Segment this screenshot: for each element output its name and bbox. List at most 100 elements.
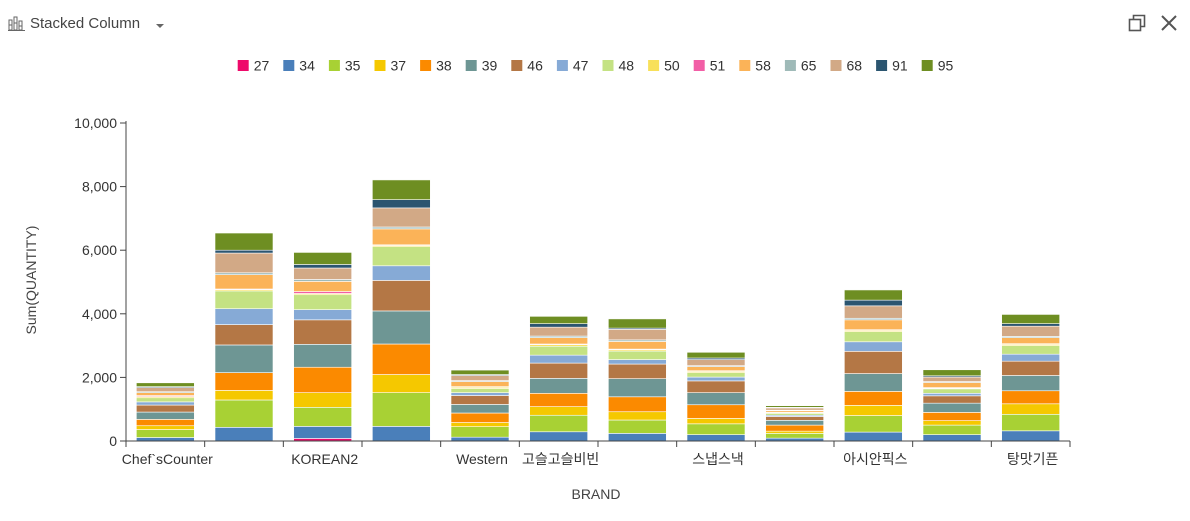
bar-segment-58[interactable]: [293, 281, 352, 292]
bar-segment-95[interactable]: [765, 405, 824, 408]
bar-segment-58[interactable]: [1001, 337, 1060, 344]
bar-segment-35[interactable]: [922, 424, 982, 435]
chart-type-selector[interactable]: Stacked Column: [8, 12, 166, 34]
bar-segment-37[interactable]: [922, 420, 982, 426]
bar-segment-95[interactable]: [450, 369, 510, 375]
bar-segment-39[interactable]: [608, 378, 667, 398]
bar-segment-39[interactable]: [844, 373, 903, 392]
bar-segment-38[interactable]: [1001, 390, 1060, 405]
bar-segment-38[interactable]: [293, 366, 352, 393]
bar-segment-68[interactable]: [529, 326, 588, 337]
bar-segment-39[interactable]: [293, 344, 352, 368]
legend-item[interactable]: 91: [876, 58, 908, 74]
bar-segment-46[interactable]: [608, 363, 667, 379]
bar-segment-95[interactable]: [372, 179, 431, 200]
bar-segment-48[interactable]: [922, 388, 982, 394]
bar-segment-37[interactable]: [372, 374, 431, 393]
bar-segment-46[interactable]: [922, 395, 982, 404]
bar-segment-46[interactable]: [450, 395, 510, 405]
bar-segment-47[interactable]: [450, 392, 510, 396]
bar-segment-95[interactable]: [1001, 314, 1060, 324]
legend-item[interactable]: 47: [556, 58, 589, 74]
bar-segment-91[interactable]: [529, 323, 588, 328]
bar-segment-47[interactable]: [372, 265, 431, 281]
bar-segment-46[interactable]: [136, 404, 195, 413]
bar-segment-58[interactable]: [136, 392, 195, 396]
bar-segment-68[interactable]: [136, 387, 195, 393]
bar-segment-58[interactable]: [372, 228, 431, 246]
bar-segment-38[interactable]: [765, 424, 824, 432]
bar-segment-39[interactable]: [136, 411, 195, 420]
bar-segment-47[interactable]: [844, 341, 903, 352]
legend-item[interactable]: 51: [693, 58, 726, 74]
bar-segment-95[interactable]: [293, 252, 352, 265]
bar-segment-34[interactable]: [136, 437, 195, 442]
bar-segment-68[interactable]: [450, 375, 510, 381]
bar-segment-46[interactable]: [214, 324, 274, 346]
bar-segment-47[interactable]: [293, 309, 352, 321]
legend-item[interactable]: 46: [511, 58, 543, 74]
bar-segment-35[interactable]: [372, 392, 431, 427]
bar-segment-68[interactable]: [922, 376, 982, 382]
legend-item[interactable]: 95: [921, 58, 954, 74]
legend-item[interactable]: 65: [784, 58, 817, 74]
bar-segment-46[interactable]: [529, 362, 588, 379]
bar-segment-91[interactable]: [1001, 323, 1060, 327]
bar-segment-91[interactable]: [844, 299, 903, 307]
bar-segment-48[interactable]: [844, 331, 903, 343]
bar-segment-39[interactable]: [214, 344, 274, 373]
bar-segment-38[interactable]: [686, 404, 746, 419]
bar-segment-48[interactable]: [293, 294, 352, 310]
bar-segment-38[interactable]: [844, 391, 903, 406]
bar-segment-47[interactable]: [608, 359, 667, 365]
bar-segment-35[interactable]: [765, 433, 824, 439]
bar-segment-48[interactable]: [214, 290, 274, 310]
bar-segment-34[interactable]: [686, 434, 746, 442]
legend-item[interactable]: 68: [830, 58, 863, 74]
bar-segment-47[interactable]: [1001, 353, 1060, 362]
bar-segment-91[interactable]: [214, 249, 274, 254]
bar-segment-39[interactable]: [922, 402, 982, 413]
bar-segment-68[interactable]: [372, 207, 431, 228]
bar-segment-68[interactable]: [1001, 325, 1060, 337]
bar-segment-46[interactable]: [686, 380, 746, 393]
bar-segment-95[interactable]: [844, 289, 903, 301]
bar-segment-58[interactable]: [608, 341, 667, 350]
bar-segment-47[interactable]: [214, 308, 274, 325]
restore-window-icon[interactable]: [1124, 10, 1150, 36]
bar-segment-37[interactable]: [450, 422, 510, 427]
bar-segment-58[interactable]: [529, 337, 588, 345]
legend-item[interactable]: 27: [237, 58, 270, 74]
bar-segment-48[interactable]: [450, 388, 510, 393]
caret-down-icon[interactable]: [154, 18, 166, 28]
bar-segment-91[interactable]: [293, 264, 352, 269]
bar-segment-68[interactable]: [686, 359, 746, 366]
bar-segment-48[interactable]: [529, 345, 588, 356]
bar-segment-58[interactable]: [214, 274, 274, 290]
bar-segment-38[interactable]: [372, 343, 431, 375]
legend-item[interactable]: 58: [739, 58, 771, 74]
bar-segment-37[interactable]: [136, 425, 195, 430]
bar-segment-37[interactable]: [529, 406, 588, 416]
bar-segment-48[interactable]: [372, 246, 431, 267]
bar-segment-46[interactable]: [844, 351, 903, 374]
legend-item[interactable]: 34: [283, 58, 315, 74]
bar-segment-34[interactable]: [608, 433, 667, 442]
bar-segment-34[interactable]: [293, 426, 352, 439]
bar-segment-34[interactable]: [529, 431, 588, 442]
bar-segment-38[interactable]: [922, 412, 982, 421]
legend-item[interactable]: 48: [602, 58, 635, 74]
bar-segment-39[interactable]: [1001, 375, 1060, 392]
bar-segment-38[interactable]: [529, 392, 588, 407]
bar-segment-35[interactable]: [844, 415, 903, 433]
bar-segment-46[interactable]: [372, 280, 431, 312]
bar-segment-34[interactable]: [1001, 430, 1060, 442]
bar-segment-38[interactable]: [136, 419, 195, 427]
bar-segment-37[interactable]: [214, 390, 274, 401]
bar-segment-68[interactable]: [844, 305, 903, 319]
bar-segment-95[interactable]: [686, 351, 746, 359]
legend-item[interactable]: 39: [465, 58, 498, 74]
bar-segment-39[interactable]: [765, 420, 824, 426]
bar-segment-47[interactable]: [136, 401, 195, 406]
legend-item[interactable]: 50: [648, 58, 680, 74]
